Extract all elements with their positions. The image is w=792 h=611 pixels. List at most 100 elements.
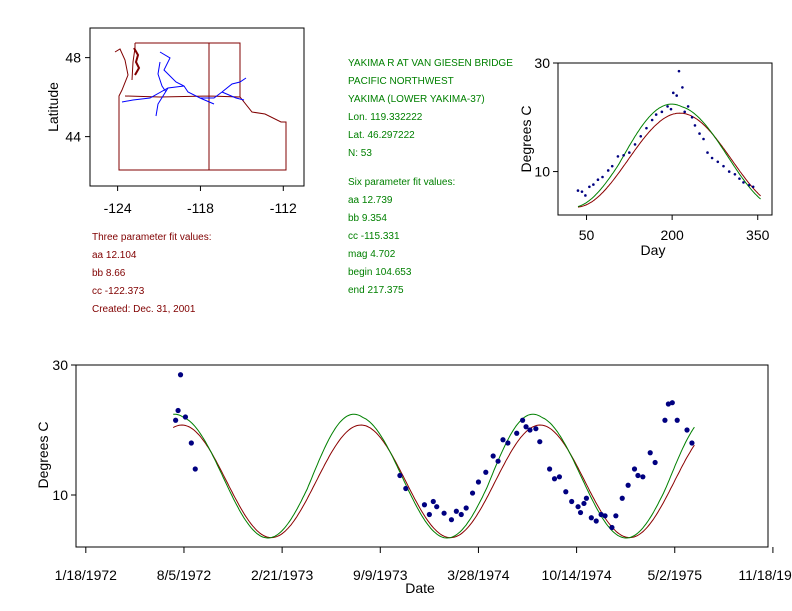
timeseries-point-18 <box>475 479 482 485</box>
timeseries-point-56 <box>684 427 690 433</box>
timeseries-point-41 <box>598 511 604 518</box>
seasonal-y-tick-label-1: 30 <box>534 55 550 71</box>
timeseries-point-46 <box>625 482 631 488</box>
timeseries-point-12 <box>441 510 447 516</box>
timeseries-point-14 <box>453 508 459 514</box>
six-param-begin: begin 104.653 <box>348 267 412 278</box>
timeseries-point-32 <box>556 474 563 480</box>
seasonal-y-tick-label-0: 10 <box>534 164 550 180</box>
river-yakima <box>155 61 169 117</box>
timeseries-point-49 <box>640 474 646 480</box>
timeseries-point-52 <box>662 417 668 423</box>
six-param-aa: aa 12.739 <box>348 195 393 206</box>
timeseries-point-6 <box>397 472 403 479</box>
seasonal-point-6 <box>601 175 604 179</box>
timeseries-point-35 <box>575 504 581 510</box>
seasonal-point-13 <box>639 134 643 138</box>
seasonal-point-21 <box>675 94 678 97</box>
site-info: YAKIMA R AT VAN GIESEN BRIDGE PACIFIC NO… <box>348 55 513 163</box>
seasonal-point-24 <box>683 110 686 114</box>
timeseries-point-2 <box>177 372 184 378</box>
site-n: N: 53 <box>348 148 372 159</box>
timeseries-x-tick-label-4: 3/28/1974 <box>447 567 509 583</box>
map-y-tick-label-0: 48 <box>65 50 81 66</box>
six-param-heading: Six parameter fit values: <box>348 177 456 188</box>
site-lon: Lon. 119.332222 <box>348 112 423 123</box>
created-date: Created: Dec. 31, 2001 <box>92 304 196 315</box>
timeseries-point-5 <box>192 466 198 472</box>
seasonal-three-param-curve <box>577 112 761 208</box>
timeseries-point-8 <box>421 502 428 508</box>
timeseries-point-21 <box>495 458 501 464</box>
map-y-tick-label-1: 44 <box>65 129 81 145</box>
timeseries-y-tick-label-0: 10 <box>52 487 68 503</box>
seasonal-point-32 <box>716 160 720 164</box>
seasonal-point-9 <box>616 155 620 158</box>
seasonal-point-30 <box>706 151 709 154</box>
timeseries-point-31 <box>551 476 558 482</box>
timeseries-point-13 <box>448 517 455 523</box>
seasonal-point-0 <box>576 189 580 192</box>
state-borders <box>114 42 287 171</box>
site-basin: YAKIMA (LOWER YAKIMA-37) <box>348 94 485 105</box>
seasonal-point-28 <box>698 132 701 135</box>
seasonal-point-22 <box>677 69 681 73</box>
puget-sound <box>133 47 141 76</box>
timeseries-point-50 <box>647 450 653 456</box>
river-columbia <box>121 51 223 105</box>
six-param-bb: bb 9.354 <box>348 213 387 224</box>
seasonal-point-16 <box>654 113 658 116</box>
seasonal-x-axis-label: Day <box>641 242 666 258</box>
map-x-tick-label-0: -124 <box>104 200 132 216</box>
river-snake <box>221 77 247 101</box>
timeseries-frame <box>75 364 769 548</box>
map-y-axis-label: Latitude <box>45 82 61 132</box>
timeseries-point-22 <box>500 437 506 443</box>
seasonal-point-37 <box>742 181 745 184</box>
seasonal-point-39 <box>751 185 755 189</box>
timeseries-x-tick-label-0: 1/18/1972 <box>55 567 117 583</box>
seasonal-y-axis-label: Degrees C <box>518 106 534 173</box>
timeseries-point-0 <box>173 417 179 423</box>
timeseries-point-36 <box>577 509 584 516</box>
seasonal-plot: 50 200 350 10 30 Day Degrees C <box>518 55 770 258</box>
timeseries-point-3 <box>182 414 189 420</box>
map-outline <box>114 42 287 171</box>
timeseries-y-tick-label-1: 30 <box>52 357 68 373</box>
timeseries-point-30 <box>547 466 553 472</box>
seasonal-point-10 <box>622 153 625 157</box>
timeseries-point-19 <box>483 469 489 475</box>
timeseries-point-28 <box>533 426 539 432</box>
timeseries-y-axis-label: Degrees C <box>35 422 51 489</box>
seasonal-point-18 <box>666 105 669 108</box>
three-param-bb: bb 8.66 <box>92 268 126 279</box>
seasonal-point-5 <box>596 178 600 182</box>
seasonal-x-tick-label-1: 200 <box>660 227 684 243</box>
six-param-cc: cc -115.331 <box>348 231 400 242</box>
seasonal-x-tick-label-2: 350 <box>746 227 770 243</box>
seasonal-point-29 <box>702 137 705 141</box>
timeseries-point-33 <box>563 489 569 495</box>
six-param-info: Six parameter fit values: aa 12.739 bb 9… <box>348 174 455 300</box>
timeseries-x-tick-label-5: 10/14/1974 <box>542 567 612 583</box>
seasonal-point-14 <box>645 126 648 130</box>
timeseries-plot: 1/18/1972 8/5/1972 2/21/1973 9/9/1973 3/28/1… <box>35 357 792 596</box>
seasonal-point-38 <box>747 183 751 187</box>
timeseries-point-27 <box>527 427 533 433</box>
seasonal-point-3 <box>588 185 591 189</box>
seasonal-point-26 <box>690 115 694 119</box>
site-title: YAKIMA R AT VAN GIESEN BRIDGE <box>348 58 513 69</box>
seasonal-point-8 <box>610 164 614 168</box>
timeseries-point-9 <box>426 511 432 518</box>
timeseries-x-tick-label-7: 11/18/1975 <box>738 567 792 583</box>
seasonal-point-25 <box>686 105 690 108</box>
seasonal-point-23 <box>681 86 684 89</box>
timeseries-three-param-curve <box>172 424 695 539</box>
seasonal-point-1 <box>580 190 584 193</box>
three-param-aa: aa 12.104 <box>92 250 137 261</box>
six-param-mag: mag 4.702 <box>348 249 396 260</box>
seasonal-point-11 <box>628 151 631 154</box>
timeseries-point-16 <box>463 505 469 511</box>
timeseries-point-57 <box>689 440 695 446</box>
